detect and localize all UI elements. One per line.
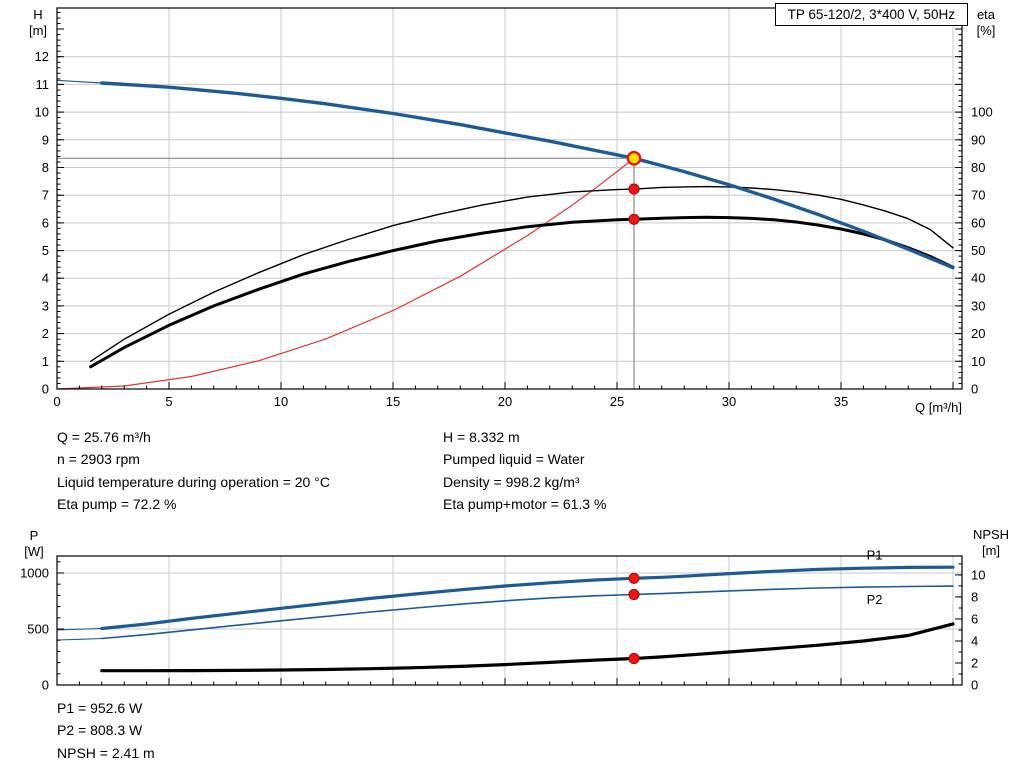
svg-text:10: 10 — [971, 354, 985, 369]
readout-p1: P1 = 952.6 W — [57, 700, 143, 716]
svg-text:7: 7 — [42, 188, 49, 203]
svg-text:1000: 1000 — [20, 566, 49, 581]
curve-value-dot — [628, 588, 640, 601]
svg-text:80: 80 — [971, 160, 985, 175]
curve-value-dot — [628, 183, 640, 195]
duty-point-marker — [626, 150, 642, 166]
p2-curve-lead — [56, 637, 103, 641]
svg-text:50: 50 — [971, 243, 985, 258]
svg-text:30: 30 — [722, 394, 736, 409]
svg-text:70: 70 — [971, 188, 985, 203]
svg-text:12: 12 — [35, 49, 49, 64]
power-readouts: P1 = 952.6 W P2 = 808.3 W NPSH = 2.41 m — [57, 697, 155, 764]
svg-text:25: 25 — [610, 394, 624, 409]
svg-text:1: 1 — [42, 354, 49, 369]
readout-npsh: NPSH = 2.41 m — [57, 744, 155, 761]
svg-text:H: H — [33, 7, 42, 22]
plot-frame — [56, 555, 963, 686]
svg-text:20: 20 — [498, 394, 512, 409]
svg-text:[%]: [%] — [977, 23, 996, 38]
svg-text:8: 8 — [42, 160, 49, 175]
eta-pump-curve — [89, 185, 954, 362]
readout-speed: n = 2903 rpm — [57, 451, 140, 468]
svg-text:0: 0 — [53, 394, 60, 409]
svg-text:0: 0 — [971, 382, 978, 397]
svg-text:6: 6 — [971, 612, 978, 627]
svg-text:[m]: [m] — [982, 543, 1000, 558]
svg-text:30: 30 — [971, 298, 985, 313]
svg-text:10: 10 — [35, 105, 49, 120]
readout-density: Density = 998.2 kg/m³ — [443, 473, 580, 490]
svg-text:60: 60 — [971, 215, 985, 230]
p1-curve — [100, 565, 955, 631]
svg-text:P2: P2 — [867, 592, 883, 607]
duty-readouts-left: Q = 25.76 m³/h n = 2903 rpm Liquid tempe… — [57, 426, 330, 516]
readout-liquid-temp: Liquid temperature during operation = 20… — [57, 473, 330, 490]
svg-text:3: 3 — [42, 298, 49, 313]
readout-eta-pump-motor: Eta pump+motor = 61.3 % — [443, 496, 607, 513]
power-npsh-chart[interactable]: 0 500 1000 0 2 4 6 8 10 P[W] NPSH[m] P1 P2 — [0, 525, 1024, 781]
svg-text:5: 5 — [165, 394, 172, 409]
system-curve — [56, 157, 635, 390]
svg-text:2: 2 — [971, 656, 978, 671]
curve-value-dot — [628, 213, 640, 225]
svg-text:40: 40 — [971, 271, 985, 286]
readout-pumped-liquid: Pumped liquid = Water — [443, 451, 585, 468]
head-curve — [100, 81, 955, 270]
p1-curve-lead — [56, 627, 103, 631]
svg-text:[W]: [W] — [24, 544, 44, 559]
svg-text:9: 9 — [42, 132, 49, 147]
readout-head: H = 8.332 m — [443, 429, 520, 445]
pump-title-box: TP 65-120/2, 3*400 V, 50Hz — [774, 3, 968, 26]
svg-text:2: 2 — [42, 326, 49, 341]
svg-text:0: 0 — [42, 678, 49, 693]
svg-text:4: 4 — [42, 271, 49, 286]
p2-curve — [101, 585, 954, 640]
svg-text:8: 8 — [971, 589, 978, 604]
curve-value-dot — [628, 572, 640, 584]
svg-text:6: 6 — [42, 215, 49, 230]
svg-text:P: P — [30, 528, 39, 543]
curve-value-dot — [628, 652, 640, 665]
svg-text:20: 20 — [971, 326, 985, 341]
svg-text:P1: P1 — [867, 547, 883, 562]
eta-pump-motor-curve — [89, 215, 955, 369]
svg-text:0: 0 — [971, 678, 978, 693]
svg-text:500: 500 — [27, 622, 49, 637]
head-curve-lead — [56, 79, 103, 84]
svg-text:10: 10 — [971, 567, 985, 582]
svg-text:[m]: [m] — [29, 23, 47, 38]
svg-text:10: 10 — [274, 394, 288, 409]
svg-text:35: 35 — [834, 394, 848, 409]
svg-text:15: 15 — [386, 394, 400, 409]
svg-text:0: 0 — [42, 382, 49, 397]
readout-flow: Q = 25.76 m³/h — [57, 429, 151, 445]
readout-p2: P2 = 808.3 W — [57, 722, 143, 739]
hq-curve-chart[interactable]: 0 5 10 15 20 25 30 3501234567891011120102030405… — [0, 0, 1024, 422]
plot-frame — [56, 7, 963, 390]
readout-eta-pump: Eta pump = 72.2 % — [57, 496, 177, 513]
pump-title-text: TP 65-120/2, 3*400 V, 50Hz — [787, 7, 955, 22]
svg-text:11: 11 — [36, 77, 50, 92]
svg-text:4: 4 — [971, 634, 978, 649]
svg-text:90: 90 — [971, 132, 985, 147]
svg-text:5: 5 — [42, 243, 49, 258]
svg-text:100: 100 — [971, 105, 993, 120]
svg-text:NPSH: NPSH — [973, 527, 1009, 542]
npsh-curve — [100, 622, 955, 673]
svg-text:eta: eta — [977, 7, 996, 22]
duty-readouts-right: H = 8.332 m Pumped liquid = Water Densit… — [443, 426, 606, 516]
svg-text:Q [m³/h]: Q [m³/h] — [915, 400, 962, 415]
